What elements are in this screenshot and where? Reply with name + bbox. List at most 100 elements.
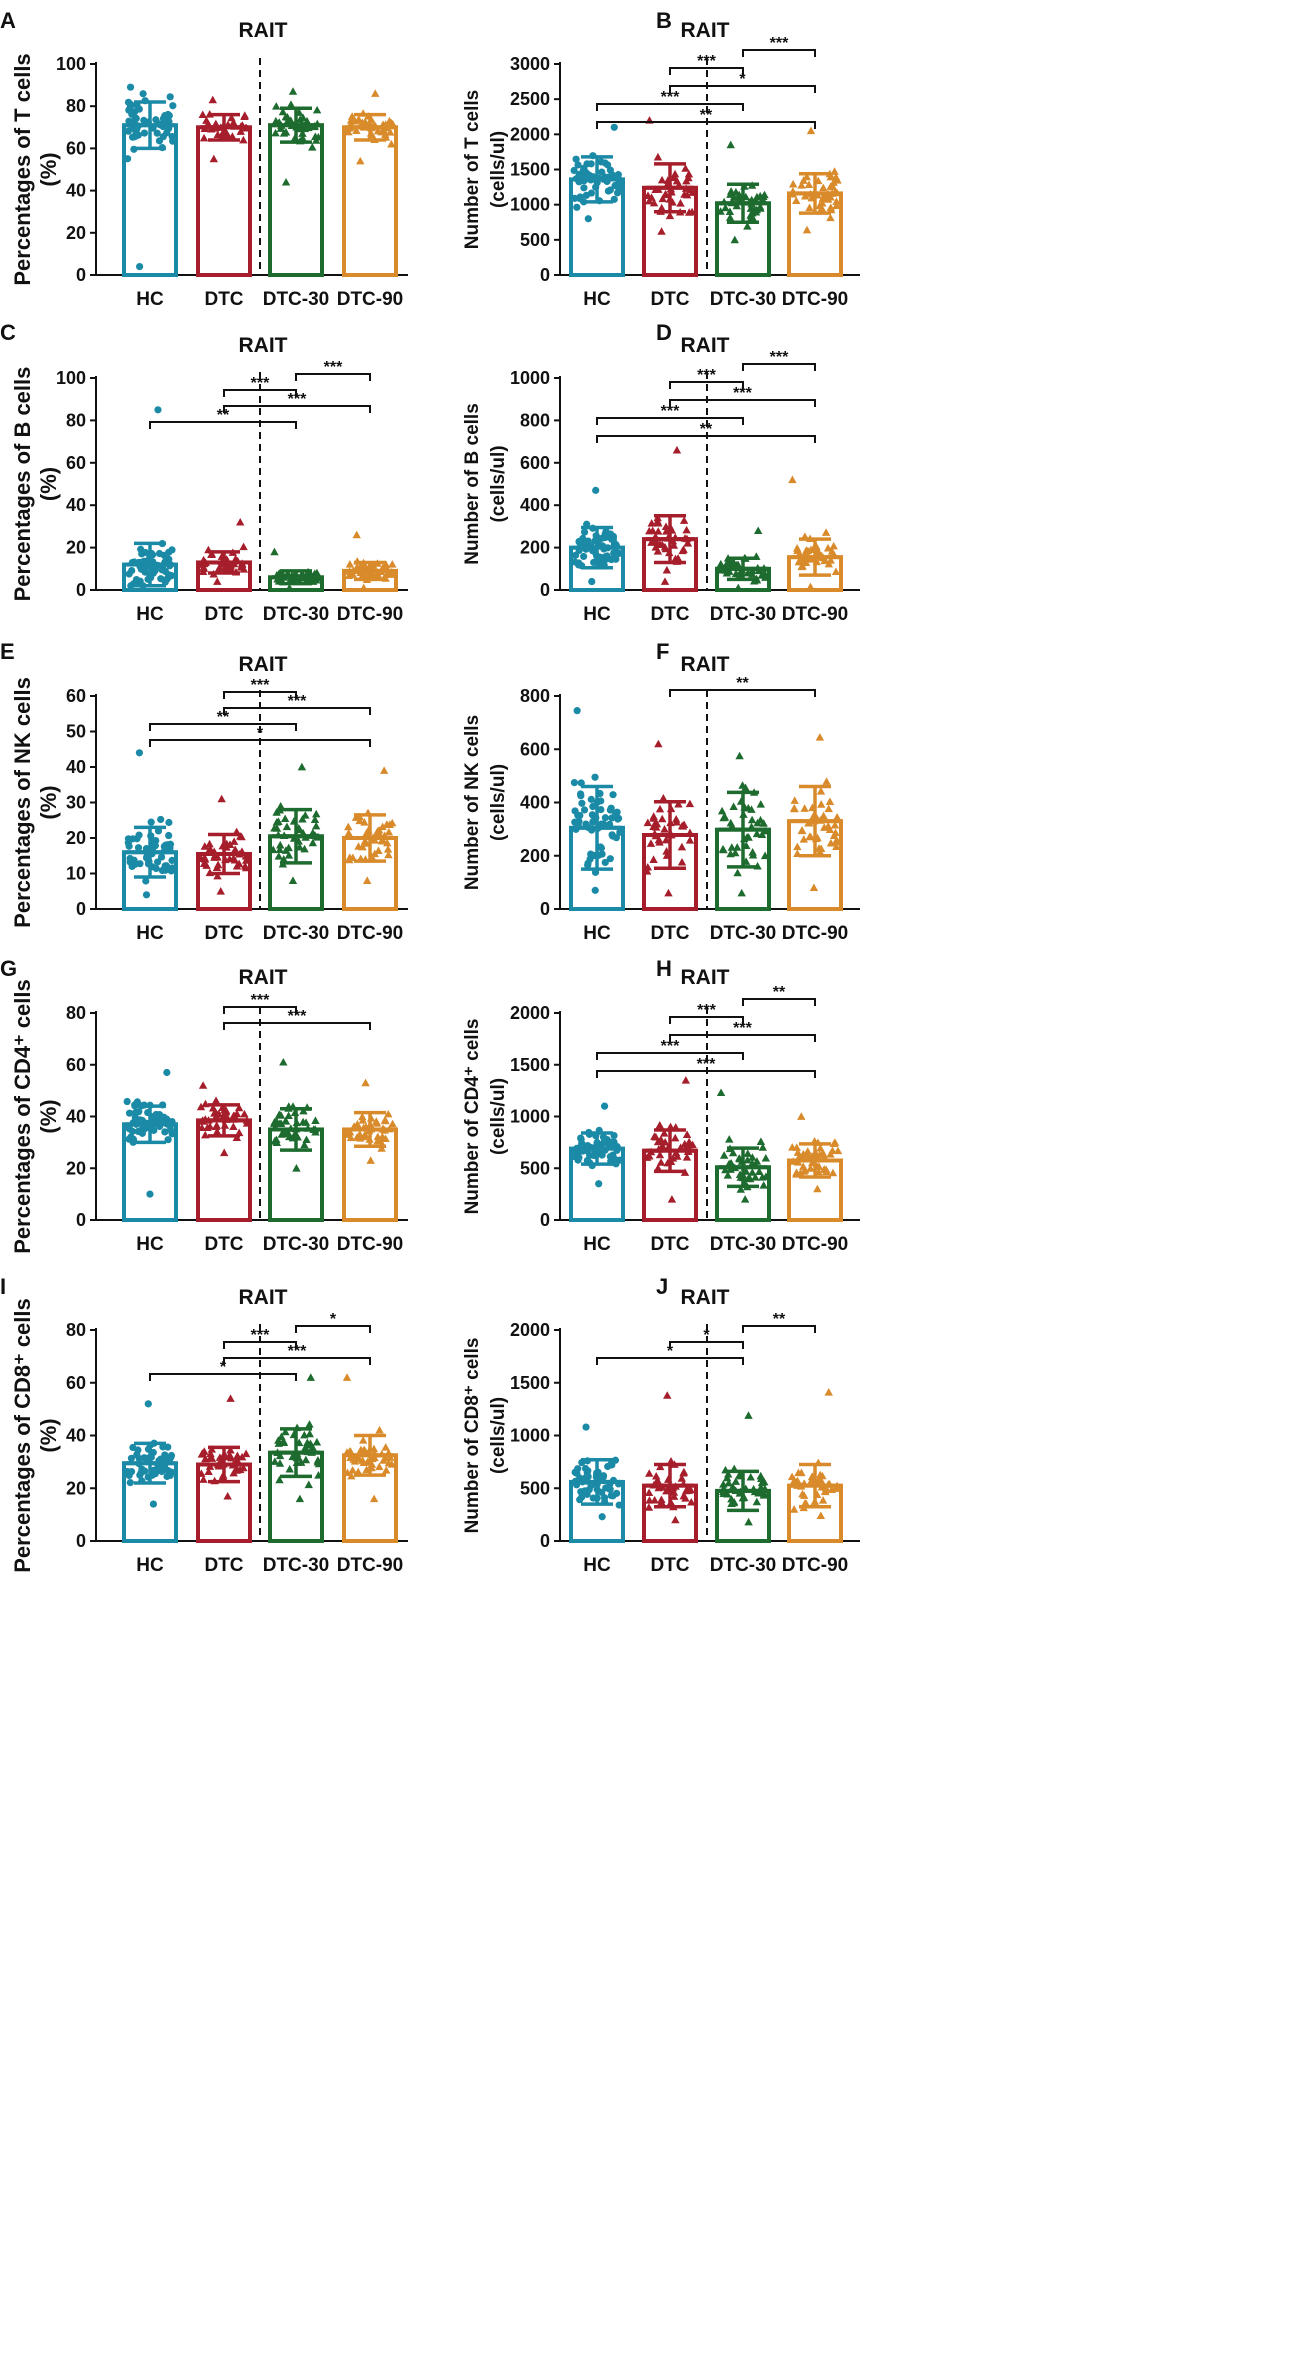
data-point-dtc-30 [270,1457,280,1465]
data-point-dtc-30 [274,852,283,860]
data-point-dtc-30 [284,851,294,859]
data-point-dtc-90 [358,1436,368,1444]
data-point-dtc-90 [369,1494,379,1503]
data-point-dtc [210,1109,219,1117]
data-point-dtc [230,1111,239,1120]
data-point-hc [139,90,147,98]
y-tick-label: 60 [66,453,86,473]
significance-bracket [596,121,816,129]
data-point-dtc-90 [821,1486,830,1495]
data-point-dtc-90 [377,836,386,845]
data-point-dtc-90 [825,825,835,834]
data-point-dtc-30 [748,848,757,856]
data-point-hc [599,1472,608,1480]
data-point-dtc-30 [281,1427,290,1436]
data-point-dtc [211,1096,221,1104]
data-point-dtc-30 [753,526,763,534]
data-point-hc [583,1468,591,1476]
data-point-dtc-90 [816,1511,826,1520]
panel-letter: A [0,8,16,33]
data-point-dtc-90 [381,130,390,138]
data-point-hc [158,866,166,875]
data-point-dtc-30 [282,822,292,831]
x-tick-label: DTC [204,289,243,310]
data-point-dtc-30 [760,568,769,577]
data-point-dtc [662,565,672,574]
data-point-hc [131,860,139,868]
data-point-dtc [670,169,680,178]
data-point-dtc [644,1503,654,1511]
data-point-dtc-30 [744,803,753,812]
data-point-dtc [206,846,216,854]
data-point-hc [123,1467,131,1476]
data-point-hc [598,1513,606,1521]
data-point-hc [572,155,580,163]
panel-i: I RAIT Percentages of CD8⁺ cells(%) 0 20 40 60… [0,1274,408,1576]
data-point-dtc-30 [279,1057,288,1066]
data-point-dtc-90 [793,1148,803,1156]
panel-title: RAIT [239,1286,288,1309]
data-point-dtc-30 [716,559,725,568]
data-point-dtc [654,835,664,844]
data-point-dtc [647,519,656,527]
data-point-dtc-30 [734,583,743,592]
data-point-hc [602,527,610,536]
data-point-dtc-30 [756,1137,766,1145]
data-point-dtc-90 [826,203,835,211]
data-point-dtc-90 [825,797,835,805]
y-tick-label: 600 [520,739,550,759]
data-point-hc [615,1501,623,1509]
data-point-dtc-30 [311,821,321,830]
data-point-hc [573,707,581,715]
data-point-dtc [208,1103,218,1112]
data-point-dtc [669,541,679,549]
x-tick-label: HC [136,1234,164,1255]
data-point-dtc-90 [828,1168,838,1177]
significance-bracket [596,435,816,443]
y-tick-label: 60 [66,1055,86,1075]
significance-label: ** [736,675,749,692]
data-point-dtc [654,527,663,535]
x-tick-label: HC [136,289,164,310]
data-point-dtc [671,1133,680,1142]
data-point-dtc [661,189,670,198]
data-point-dtc [657,540,667,549]
data-point-dtc-30 [298,134,308,142]
data-point-dtc-90 [828,1146,837,1154]
data-point-dtc-30 [274,817,283,825]
data-point-dtc [228,132,237,140]
data-point-dtc-90 [829,541,838,550]
data-point-dtc [653,1476,662,1484]
data-point-dtc [202,116,211,124]
data-point-dtc [241,1449,251,1458]
data-point-hc [577,779,585,787]
data-point-dtc-30 [274,569,284,577]
panel-title: RAIT [239,653,288,676]
data-point-dtc-90 [794,1468,803,1477]
data-point-hc [580,184,588,192]
data-point-dtc-30 [729,1498,738,1507]
significance-bracket [596,1070,816,1078]
y-axis-label: Percentages of NK cells(%) [10,677,61,928]
data-point-dtc-30 [723,1470,733,1478]
data-point-dtc-30 [276,840,285,849]
x-tick-label: DTC [650,1234,689,1255]
data-point-dtc-30 [724,1478,733,1487]
data-point-dtc-30 [306,1373,315,1381]
data-point-dtc [645,526,654,535]
y-tick-label: 20 [66,828,86,848]
data-point-dtc [664,888,673,897]
data-point-dtc-90 [800,1499,810,1507]
data-point-hc [154,406,162,414]
y-tick-label: 100 [56,368,86,388]
data-point-dtc [666,1456,676,1465]
y-axis-label-line: (%) [36,785,61,819]
data-point-dtc-30 [310,569,320,577]
data-point-dtc [211,119,221,128]
data-point-dtc-90 [806,126,816,135]
data-point-dtc-90 [358,842,367,851]
data-point-hc [168,856,176,864]
x-tick-label: DTC-90 [782,289,849,310]
data-point-dtc [665,211,675,220]
